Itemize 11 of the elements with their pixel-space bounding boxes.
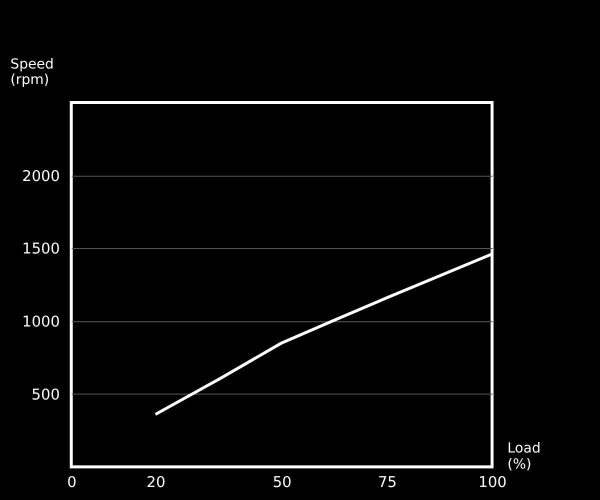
x-tick-label: 50 (272, 473, 292, 492)
x-tick-label: 20 (146, 473, 166, 492)
x-tick-label: 75 (378, 473, 397, 492)
y-tick-label: 500 (32, 385, 60, 404)
y-tick-label: 2000 (22, 166, 60, 185)
x-tick-label: 100 (478, 473, 507, 492)
y-tick-label: 1000 (22, 312, 60, 331)
y-axis-title: Speed (rpm) (10, 56, 54, 88)
y-tick-label: 1500 (22, 240, 60, 258)
x-tick-label: 0 (67, 473, 77, 492)
x-axis-title: Load (%) (507, 440, 541, 472)
